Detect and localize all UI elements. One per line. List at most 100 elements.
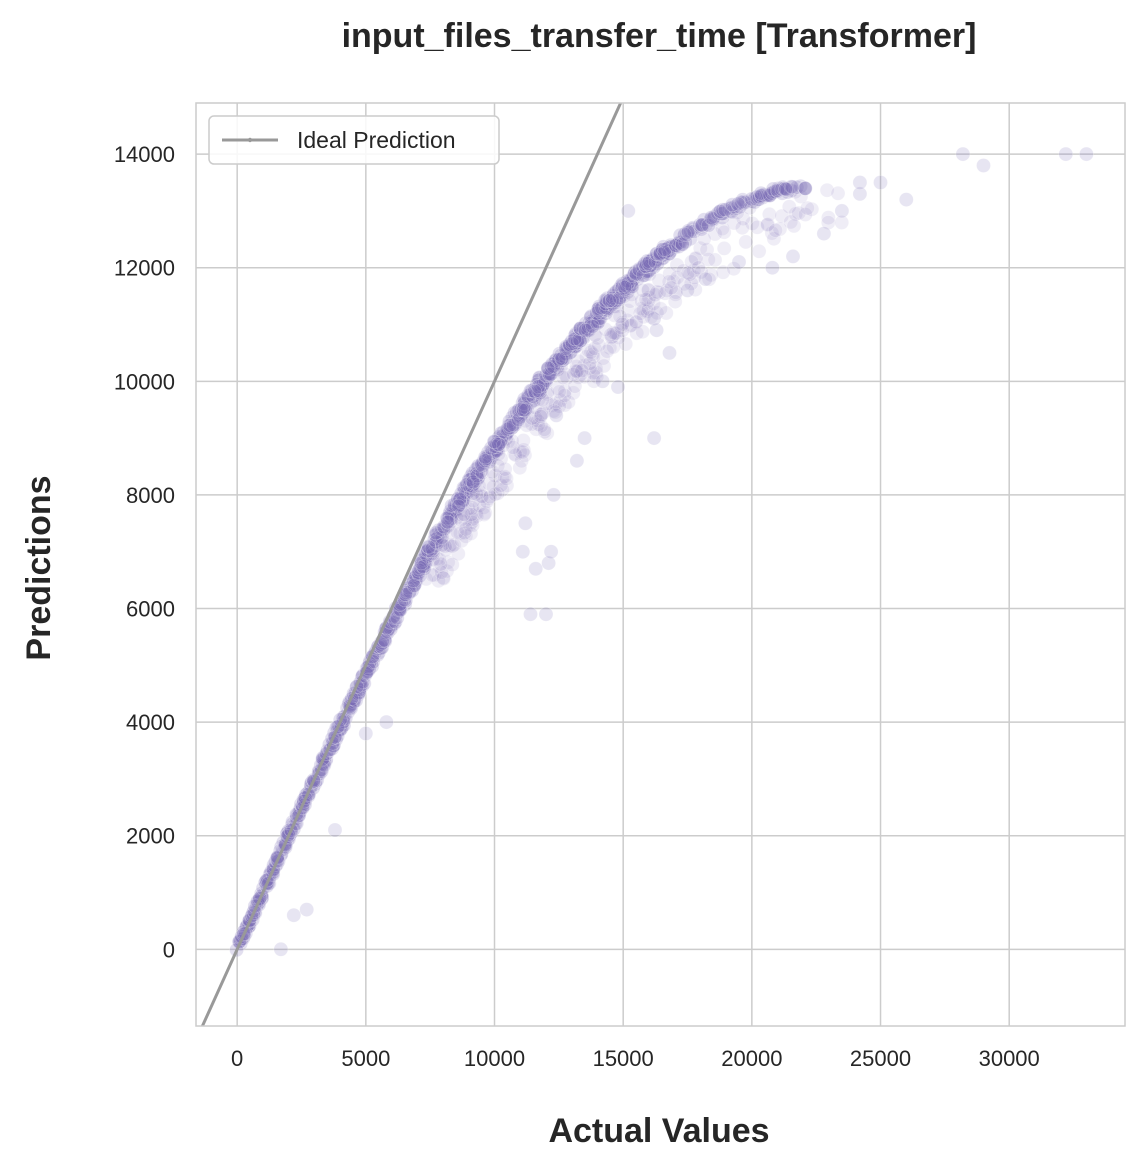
data-point (659, 241, 675, 256)
data-point (501, 418, 517, 433)
data-point (620, 275, 635, 291)
data-point (615, 315, 630, 331)
data-point (474, 488, 489, 504)
data-point (731, 254, 747, 270)
data-point (569, 453, 585, 469)
data-point (534, 406, 550, 422)
data-point (428, 538, 444, 554)
data-point (464, 507, 479, 522)
data-point (1079, 146, 1094, 162)
data-point (649, 246, 664, 262)
data-point (760, 217, 775, 233)
data-point (578, 349, 594, 365)
data-point (477, 453, 493, 469)
data-point (770, 183, 786, 199)
data-point (643, 309, 659, 325)
data-point (852, 186, 868, 202)
data-point (749, 189, 765, 205)
data-point (639, 253, 655, 269)
data-point (531, 379, 546, 394)
data-point (524, 416, 540, 432)
data-point (659, 283, 675, 298)
data-point (707, 226, 723, 242)
data-point (800, 200, 815, 216)
data-point (834, 215, 850, 230)
data-point (539, 384, 555, 400)
data-point (535, 375, 551, 390)
data-point (686, 224, 702, 239)
data-point (458, 503, 473, 518)
data-point (497, 461, 513, 477)
data-point (608, 284, 624, 300)
data-point (546, 358, 561, 374)
data-point (527, 389, 543, 405)
data-point (561, 343, 576, 358)
data-point (756, 187, 772, 202)
data-point (491, 437, 507, 452)
data-point (433, 556, 449, 572)
data-point (657, 245, 672, 260)
data-point (527, 381, 543, 397)
data-point (655, 242, 670, 257)
data-point (762, 207, 777, 222)
data-point (798, 207, 813, 222)
data-point (655, 242, 671, 257)
data-point (614, 285, 630, 301)
data-point (444, 508, 459, 524)
data-point (776, 181, 792, 196)
data-point (465, 468, 481, 484)
data-point (648, 253, 664, 269)
data-point (499, 424, 515, 440)
data-point (762, 187, 778, 203)
data-point (470, 460, 485, 476)
data-point (586, 365, 601, 381)
data-point (478, 450, 494, 466)
data-point (582, 360, 598, 376)
data-point (487, 486, 503, 502)
data-point (735, 211, 751, 226)
data-point (528, 421, 544, 437)
data-point (735, 196, 750, 211)
data-point (541, 366, 557, 382)
data-point (615, 276, 630, 292)
data-point (379, 714, 394, 730)
data-point (614, 323, 630, 338)
data-point (470, 470, 486, 485)
data-point (607, 299, 623, 314)
data-point (443, 514, 459, 529)
data-point (471, 498, 487, 513)
data-point (544, 356, 560, 372)
data-point (434, 564, 449, 580)
data-point (532, 370, 547, 385)
data-point (452, 491, 468, 507)
data-point (464, 514, 480, 530)
data-point (734, 220, 750, 235)
data-point (624, 274, 640, 289)
data-point (517, 394, 532, 410)
data-point (558, 341, 574, 356)
data-point (529, 388, 544, 403)
data-point (606, 293, 622, 309)
data-point (471, 478, 487, 494)
legend: Ideal Prediction (208, 115, 500, 165)
data-point (414, 555, 429, 571)
data-point (528, 385, 543, 400)
data-point (764, 225, 780, 241)
data-point (533, 407, 549, 422)
data-point (751, 244, 767, 259)
data-point (434, 533, 450, 549)
data-point (492, 430, 508, 446)
data-point (453, 507, 469, 522)
data-point (481, 454, 497, 470)
data-point (685, 221, 701, 237)
data-point (418, 556, 434, 571)
data-point (683, 276, 699, 291)
data-point (735, 192, 751, 208)
data-point (575, 320, 591, 336)
data-point (520, 390, 536, 406)
data-point (647, 287, 663, 303)
data-point (555, 353, 570, 368)
data-point (744, 216, 760, 231)
data-point (628, 314, 644, 330)
data-point (733, 194, 749, 210)
